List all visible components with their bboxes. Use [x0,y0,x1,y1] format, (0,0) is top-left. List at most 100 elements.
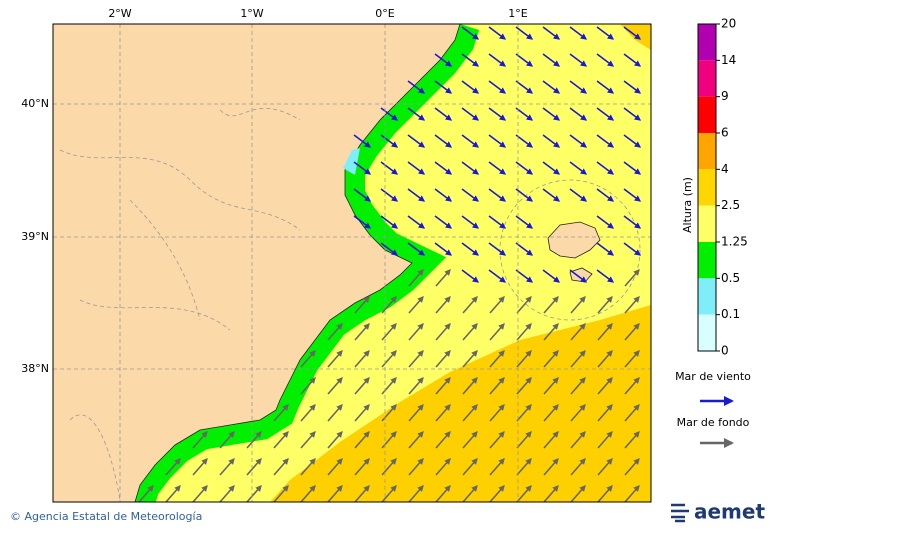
wind-sea-arrow [434,80,453,94]
swell-arrow [192,431,208,449]
wind-sea-arrow [596,242,615,256]
swell-arrow [624,377,640,395]
swell-arrow [570,431,586,449]
wind-sea-arrow [434,161,453,175]
wind-sea-arrow [542,188,561,202]
colorbar-band [698,314,716,351]
swell-arrow [489,485,505,502]
swell-arrow [624,431,640,449]
swell-arrow [624,350,640,368]
wind-sea-arrow [353,161,372,175]
wind-sea-arrow [434,53,453,67]
colorbar-band [698,133,716,170]
swell-arrow [354,296,370,314]
swell-arrow [597,377,613,395]
swell-arrow [624,458,640,476]
swell-arrow [597,350,613,368]
wind-sea-arrow [461,161,480,175]
swell-arrow [435,404,451,422]
wind-sea-arrow [542,53,561,67]
swell-arrow [273,404,289,422]
lon-label: 1°W [240,7,263,20]
swell-arrow [516,431,532,449]
wind-sea-arrow [353,215,372,229]
wind-sea-arrow [515,80,534,94]
wind-sea-arrow [434,215,453,229]
swell-arrow [570,404,586,422]
wind-sea-arrow [515,161,534,175]
swell-arrow [435,485,451,502]
wind-sea-arrow [353,134,372,148]
wind-sea-arrow [623,188,642,202]
swell-arrow [408,323,424,341]
swell-arrow [354,431,370,449]
swell-arrow [462,323,478,341]
colorbar-label: 0 [721,344,729,358]
swell-arrow [435,350,451,368]
wind-sea-arrow [515,134,534,148]
wind-sea-arrow [569,188,588,202]
swell-arrow [597,404,613,422]
swell-arrow [327,350,343,368]
swell-arrow [300,377,316,395]
wind-sea-arrow [488,161,507,175]
swell-arrow [138,485,154,502]
swell-arrow [543,323,559,341]
swell-arrow [624,323,640,341]
wind-sea-arrow [380,215,399,229]
swell-arrow [381,431,397,449]
lat-label: 40°N [21,97,49,110]
wind-sea-arrow [596,161,615,175]
swell-arrow [381,323,397,341]
wind-sea-arrow [515,53,534,67]
swell-arrow [489,431,505,449]
swell-arrow [381,485,397,502]
wind-sea-arrow [623,134,642,148]
swell-arrow [408,404,424,422]
swell-arrow [300,350,316,368]
swell-arrow [462,458,478,476]
swell-arrow [327,485,343,502]
wind-sea-arrow [623,161,642,175]
wind-sea-arrow [569,161,588,175]
swell-arrow [219,485,235,502]
swell-arrow [408,269,424,287]
swell-arrow [435,296,451,314]
swell-arrow [489,296,505,314]
lon-label: 2°W [108,7,131,20]
colorbar-label: 9 [721,89,729,103]
swell-arrow [543,296,559,314]
swell-arrow [543,485,559,502]
legend-label: Mar de fondo [677,416,750,429]
wind-sea-arrow [380,188,399,202]
wind-sea-arrow [515,269,534,283]
swell-arrow [273,485,289,502]
wind-sea-arrow [623,242,642,256]
wind-sea-arrow [596,269,615,283]
wind-sea-arrow [488,215,507,229]
colorbar-band [698,278,716,315]
swell-arrow [543,458,559,476]
wind-sea-arrow [596,188,615,202]
swell-arrow [516,458,532,476]
wind-sea-arrow [569,80,588,94]
wind-sea-arrow [380,107,399,121]
swell-arrow [354,458,370,476]
swell-arrow [543,350,559,368]
swell-arrow [354,404,370,422]
colorbar-label: 0.1 [721,307,740,321]
swell-arrow [516,296,532,314]
wind-sea-arrow [515,242,534,256]
colorbar-band [698,96,716,133]
lon-label: 1°E [508,7,527,20]
swell-arrow [300,485,316,502]
swell-arrow [408,485,424,502]
wind-sea-arrow [488,53,507,67]
swell-arrow [570,485,586,502]
swell-arrow [246,458,262,476]
swell-arrow [219,431,235,449]
wind-sea-arrow [407,215,426,229]
swell-arrow [435,269,451,287]
wind-sea-arrow [488,26,507,40]
